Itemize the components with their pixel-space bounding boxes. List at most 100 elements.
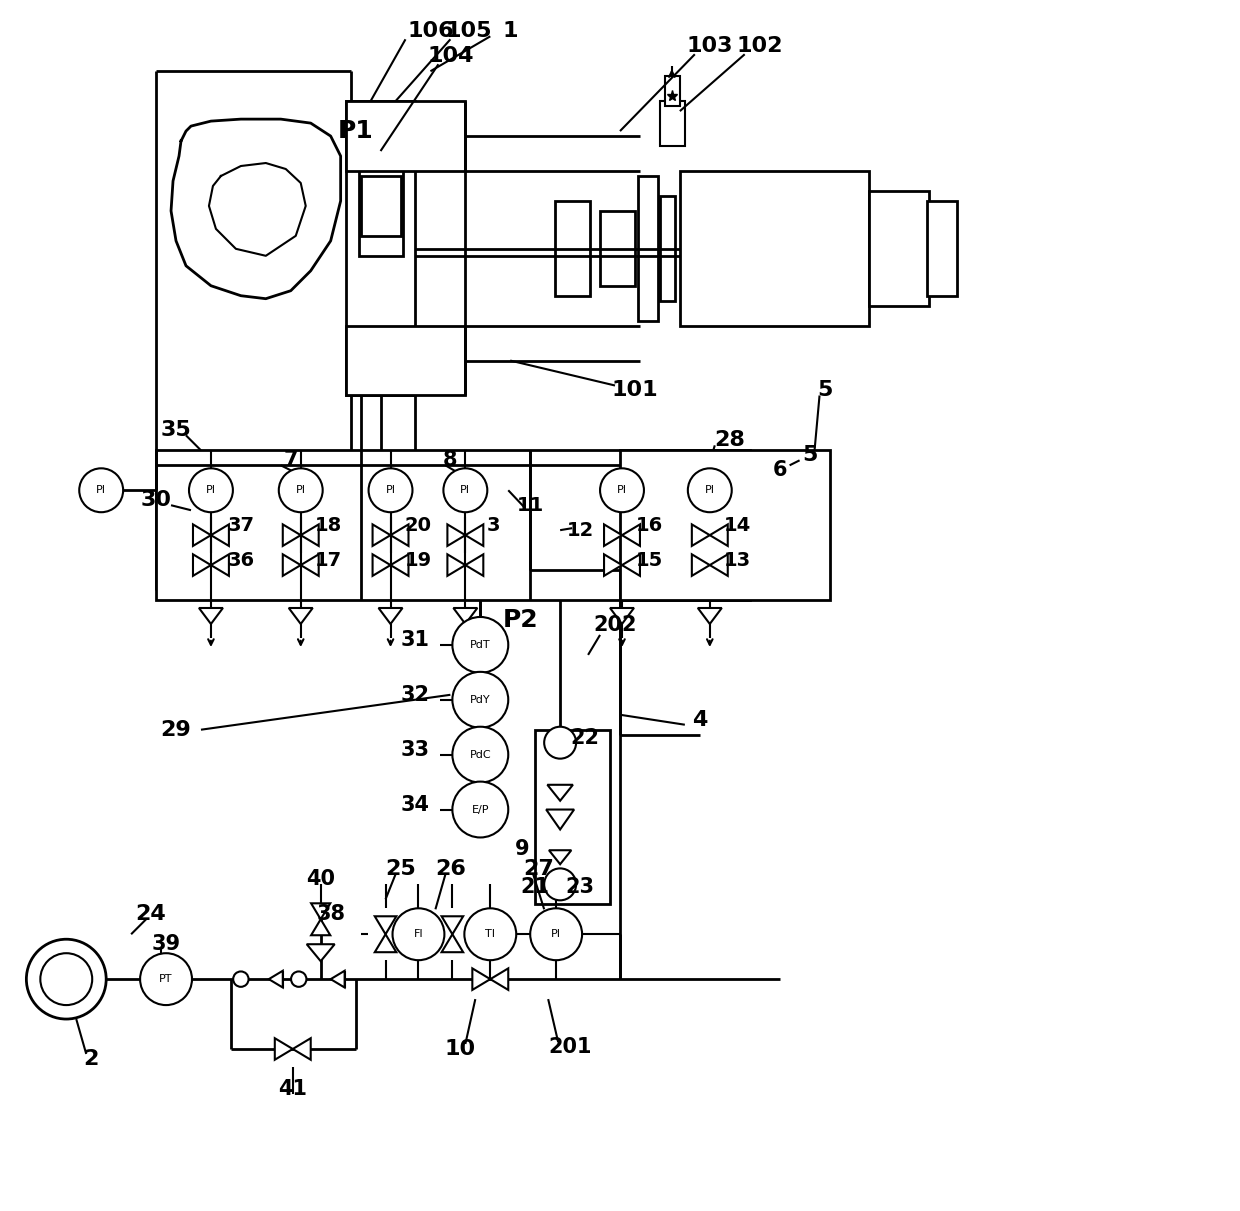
Text: PI: PI [206, 486, 216, 495]
Text: 18: 18 [315, 516, 342, 535]
Bar [361, 176, 401, 236]
Polygon shape [546, 809, 574, 830]
Circle shape [444, 469, 487, 512]
Bar [928, 201, 957, 295]
Text: 3: 3 [486, 516, 500, 535]
Text: 39: 39 [151, 934, 181, 954]
Polygon shape [622, 555, 640, 576]
Circle shape [544, 868, 577, 900]
Text: 106: 106 [407, 22, 454, 41]
Polygon shape [374, 934, 397, 952]
Text: 38: 38 [316, 905, 345, 924]
Polygon shape [692, 524, 709, 546]
Polygon shape [193, 524, 211, 546]
Text: TI: TI [485, 929, 495, 940]
Text: 23: 23 [565, 877, 595, 897]
Text: 14: 14 [724, 516, 751, 535]
Text: 8: 8 [443, 450, 458, 470]
Text: 40: 40 [306, 869, 335, 889]
Text: 5: 5 [802, 446, 817, 465]
Polygon shape [331, 971, 345, 987]
Bar [346, 102, 465, 171]
Polygon shape [698, 608, 722, 624]
Circle shape [544, 727, 577, 758]
Circle shape [79, 469, 123, 512]
Polygon shape [448, 555, 465, 576]
Circle shape [279, 469, 322, 512]
Polygon shape [211, 555, 229, 576]
Polygon shape [465, 524, 484, 546]
Text: PdY: PdY [470, 695, 491, 705]
Text: 7: 7 [284, 450, 298, 470]
Polygon shape [301, 555, 319, 576]
Text: 202: 202 [593, 615, 637, 635]
Text: 10: 10 [445, 1039, 476, 1058]
Text: PI: PI [551, 929, 562, 940]
Polygon shape [311, 903, 330, 919]
Polygon shape [311, 919, 330, 935]
Text: PI: PI [704, 486, 714, 495]
Polygon shape [301, 524, 319, 546]
Text: 37: 37 [227, 516, 254, 535]
Text: 34: 34 [401, 794, 430, 815]
Text: 17: 17 [315, 551, 342, 569]
Text: PdT: PdT [470, 639, 491, 650]
Text: PI: PI [97, 486, 107, 495]
Bar [665, 76, 680, 107]
Text: 35: 35 [161, 420, 191, 441]
Text: 22: 22 [570, 728, 600, 747]
Text: 1: 1 [502, 22, 518, 41]
Polygon shape [622, 524, 640, 546]
Polygon shape [465, 555, 484, 576]
Bar [536, 730, 610, 905]
Text: 4: 4 [692, 710, 708, 730]
Text: FI: FI [414, 929, 423, 940]
Polygon shape [692, 555, 709, 576]
Polygon shape [275, 1038, 293, 1060]
Text: 12: 12 [567, 521, 594, 540]
Text: 9: 9 [515, 839, 529, 860]
Text: 30: 30 [140, 490, 171, 510]
Bar [660, 102, 684, 147]
Bar [600, 211, 635, 286]
Polygon shape [293, 1038, 311, 1060]
Bar [556, 201, 590, 295]
Polygon shape [709, 524, 728, 546]
Circle shape [41, 953, 92, 1005]
Polygon shape [454, 608, 477, 624]
Bar [869, 191, 929, 305]
Circle shape [453, 616, 508, 673]
Text: 104: 104 [427, 46, 474, 67]
Text: 26: 26 [435, 860, 466, 879]
Text: PT: PT [159, 974, 172, 985]
Text: PI: PI [618, 486, 627, 495]
Bar [156, 450, 750, 599]
Text: 36: 36 [227, 551, 254, 569]
Text: 2: 2 [83, 1049, 99, 1069]
Text: 19: 19 [405, 551, 432, 569]
Text: 29: 29 [161, 719, 191, 740]
Text: PI: PI [386, 486, 396, 495]
Polygon shape [283, 524, 301, 546]
Polygon shape [211, 524, 229, 546]
Circle shape [26, 940, 107, 1018]
Bar [541, 838, 580, 860]
Polygon shape [472, 969, 490, 989]
Circle shape [453, 672, 508, 728]
Text: 101: 101 [611, 380, 658, 401]
Polygon shape [441, 917, 464, 934]
Polygon shape [610, 608, 634, 624]
Text: 102: 102 [737, 36, 782, 56]
Text: 31: 31 [401, 630, 430, 650]
Text: 41: 41 [278, 1079, 308, 1098]
Circle shape [453, 727, 508, 782]
Polygon shape [391, 524, 408, 546]
Bar [660, 196, 675, 300]
Polygon shape [269, 971, 283, 987]
Text: PdC: PdC [470, 750, 491, 759]
Text: 27: 27 [523, 860, 553, 879]
Text: PI: PI [460, 486, 470, 495]
Bar [637, 176, 658, 321]
Polygon shape [374, 917, 397, 934]
Polygon shape [306, 945, 335, 962]
